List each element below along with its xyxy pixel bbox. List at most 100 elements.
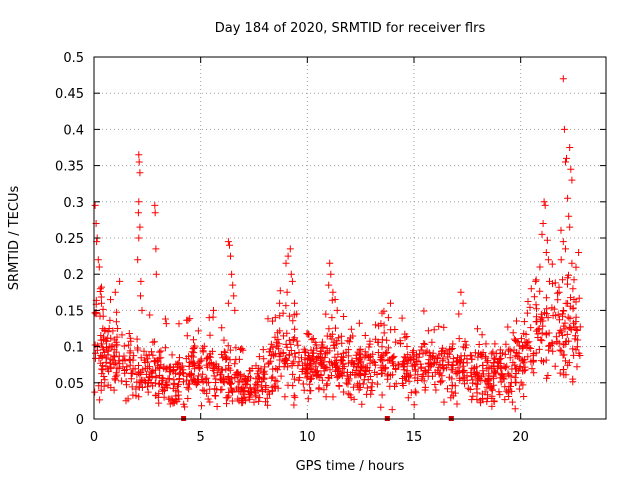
data-point <box>554 296 562 304</box>
data-point <box>519 343 526 351</box>
data-point <box>91 388 99 396</box>
data-point <box>325 281 333 289</box>
data-point <box>490 363 498 370</box>
data-point <box>204 395 212 403</box>
data-point <box>276 287 284 295</box>
data-point <box>225 362 232 370</box>
data-point <box>148 369 156 377</box>
data-point <box>184 395 192 402</box>
data-point <box>405 377 413 385</box>
data-point <box>287 347 295 354</box>
data-point <box>286 312 294 320</box>
data-point <box>218 366 226 374</box>
data-point <box>113 364 121 372</box>
data-point <box>291 349 299 357</box>
data-point <box>484 375 492 383</box>
data-point <box>538 337 546 345</box>
data-point <box>542 294 550 302</box>
data-point <box>283 343 291 351</box>
data-point <box>435 322 443 330</box>
data-point <box>186 315 194 323</box>
data-point <box>231 306 239 314</box>
data-point <box>110 360 118 368</box>
data-point <box>519 381 527 389</box>
data-point <box>337 370 345 378</box>
data-point <box>172 370 180 378</box>
data-point <box>134 209 142 217</box>
data-point <box>556 369 564 377</box>
data-point <box>304 369 311 377</box>
data-point <box>283 288 291 296</box>
data-point <box>155 348 163 356</box>
data-point <box>333 337 341 345</box>
data-point <box>357 357 365 365</box>
data-point <box>149 382 157 390</box>
data-point <box>331 353 339 361</box>
data-point <box>98 343 106 351</box>
data-point <box>541 309 548 317</box>
data-point <box>378 370 385 378</box>
data-point <box>539 220 547 227</box>
data-point <box>181 403 189 411</box>
data-point <box>570 351 578 359</box>
data-point <box>182 355 190 363</box>
data-point <box>329 288 337 296</box>
data-point <box>109 356 117 364</box>
data-point <box>483 378 491 386</box>
data-point <box>273 377 281 385</box>
data-point <box>120 342 128 350</box>
data-point <box>510 346 518 354</box>
data-point <box>260 355 268 363</box>
data-point <box>338 339 346 347</box>
data-point <box>446 350 454 358</box>
data-point <box>204 354 211 362</box>
data-point <box>135 383 143 391</box>
data-point <box>158 377 166 385</box>
data-point <box>438 344 446 352</box>
data-point <box>304 330 312 338</box>
y-tick-label: 0.1 <box>63 341 84 356</box>
data-point <box>112 341 120 349</box>
data-point <box>398 379 406 387</box>
data-point <box>476 397 484 405</box>
data-point <box>510 335 518 343</box>
data-point <box>485 381 492 389</box>
data-point <box>575 294 583 302</box>
data-point <box>273 338 281 346</box>
data-point <box>377 354 385 361</box>
data-point <box>116 277 124 285</box>
data-point <box>347 325 355 333</box>
data-point <box>392 338 400 346</box>
data-point <box>252 375 260 383</box>
data-point <box>482 354 490 362</box>
x-tick-label: 5 <box>197 430 205 445</box>
data-point <box>210 361 217 369</box>
data-point <box>314 354 322 361</box>
data-point <box>179 362 187 370</box>
data-point <box>255 353 263 361</box>
data-point <box>567 324 575 332</box>
data-point <box>274 366 282 374</box>
data-point <box>398 314 406 322</box>
data-point <box>412 389 420 397</box>
data-point <box>254 387 262 394</box>
data-point <box>449 392 457 400</box>
data-point <box>559 307 567 314</box>
data-point <box>264 315 272 323</box>
data-point <box>205 314 213 322</box>
data-point <box>180 370 188 378</box>
x-axis-title: GPS time / hours <box>296 459 405 474</box>
data-point <box>550 305 558 313</box>
data-point <box>102 362 110 370</box>
data-point <box>511 361 519 369</box>
chart-title: Day 184 of 2020, SRMTID for receiver flr… <box>215 21 486 36</box>
data-point <box>512 337 519 344</box>
data-point <box>282 355 290 363</box>
data-point <box>564 274 572 282</box>
data-point <box>570 319 577 327</box>
data-point <box>460 358 467 366</box>
data-point <box>222 356 230 363</box>
data-point <box>520 318 528 326</box>
data-point <box>206 331 214 339</box>
